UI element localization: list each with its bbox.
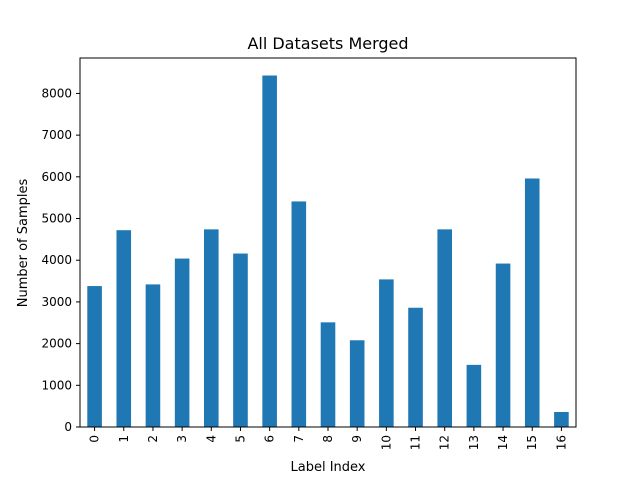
x-tick-label: 1 <box>117 435 131 443</box>
y-tick-label: 1000 <box>41 378 72 392</box>
bar-14 <box>495 263 511 427</box>
x-tick-label: 9 <box>350 435 364 443</box>
y-axis: 0 1000 2000 3000 4000 5000 6000 7000 8000 <box>41 86 80 434</box>
y-tick-label: 6000 <box>41 170 72 184</box>
bar-6 <box>262 75 277 427</box>
bar-12 <box>437 229 452 427</box>
x-tick-label: 16 <box>554 435 568 450</box>
bar-13 <box>466 364 482 427</box>
x-tick-label: 4 <box>204 435 218 443</box>
bar-7 <box>291 201 307 427</box>
x-tick-label: 15 <box>525 435 539 450</box>
x-tick-label: 10 <box>379 435 393 450</box>
bar-0 <box>87 286 102 427</box>
bar-9 <box>349 340 365 427</box>
bar-3 <box>174 258 190 427</box>
x-tick-label: 11 <box>409 435 423 450</box>
x-tick-label: 2 <box>146 435 160 443</box>
bar-10 <box>379 279 394 427</box>
y-tick-label: 8000 <box>41 86 72 100</box>
y-tick-label: 0 <box>64 420 72 434</box>
y-tick-label: 4000 <box>41 253 72 267</box>
x-tick-label: 5 <box>233 435 247 443</box>
y-axis-label: Number of Samples <box>16 179 31 308</box>
bar-15 <box>524 178 540 427</box>
x-axis-label: Label Index <box>291 460 366 475</box>
x-tick-label: 3 <box>175 435 189 443</box>
y-tick-label: 5000 <box>41 212 72 226</box>
x-tick-label: 6 <box>263 435 277 443</box>
x-tick-label: 13 <box>467 435 481 450</box>
bars-group <box>87 75 569 427</box>
y-tick-label: 2000 <box>41 337 72 351</box>
bar-5 <box>233 253 248 427</box>
x-tick-label: 0 <box>88 435 102 443</box>
bar-16 <box>554 411 569 427</box>
x-tick-label: 8 <box>321 435 335 443</box>
x-tick-label: 7 <box>292 435 306 443</box>
bar-2 <box>145 284 161 427</box>
x-axis: 0 1 2 3 4 5 6 7 8 9 10 11 12 13 14 15 16 <box>88 427 568 450</box>
bar-1 <box>116 230 132 427</box>
x-tick-label: 12 <box>438 435 452 450</box>
bar-11 <box>408 307 423 427</box>
bar-8 <box>320 322 336 427</box>
y-tick-label: 7000 <box>41 128 72 142</box>
plot-frame <box>79 57 577 428</box>
y-tick-label: 3000 <box>41 295 72 309</box>
x-tick-label: 14 <box>496 435 510 450</box>
chart-title: All Datasets Merged <box>247 34 408 53</box>
bar-4 <box>204 229 219 427</box>
